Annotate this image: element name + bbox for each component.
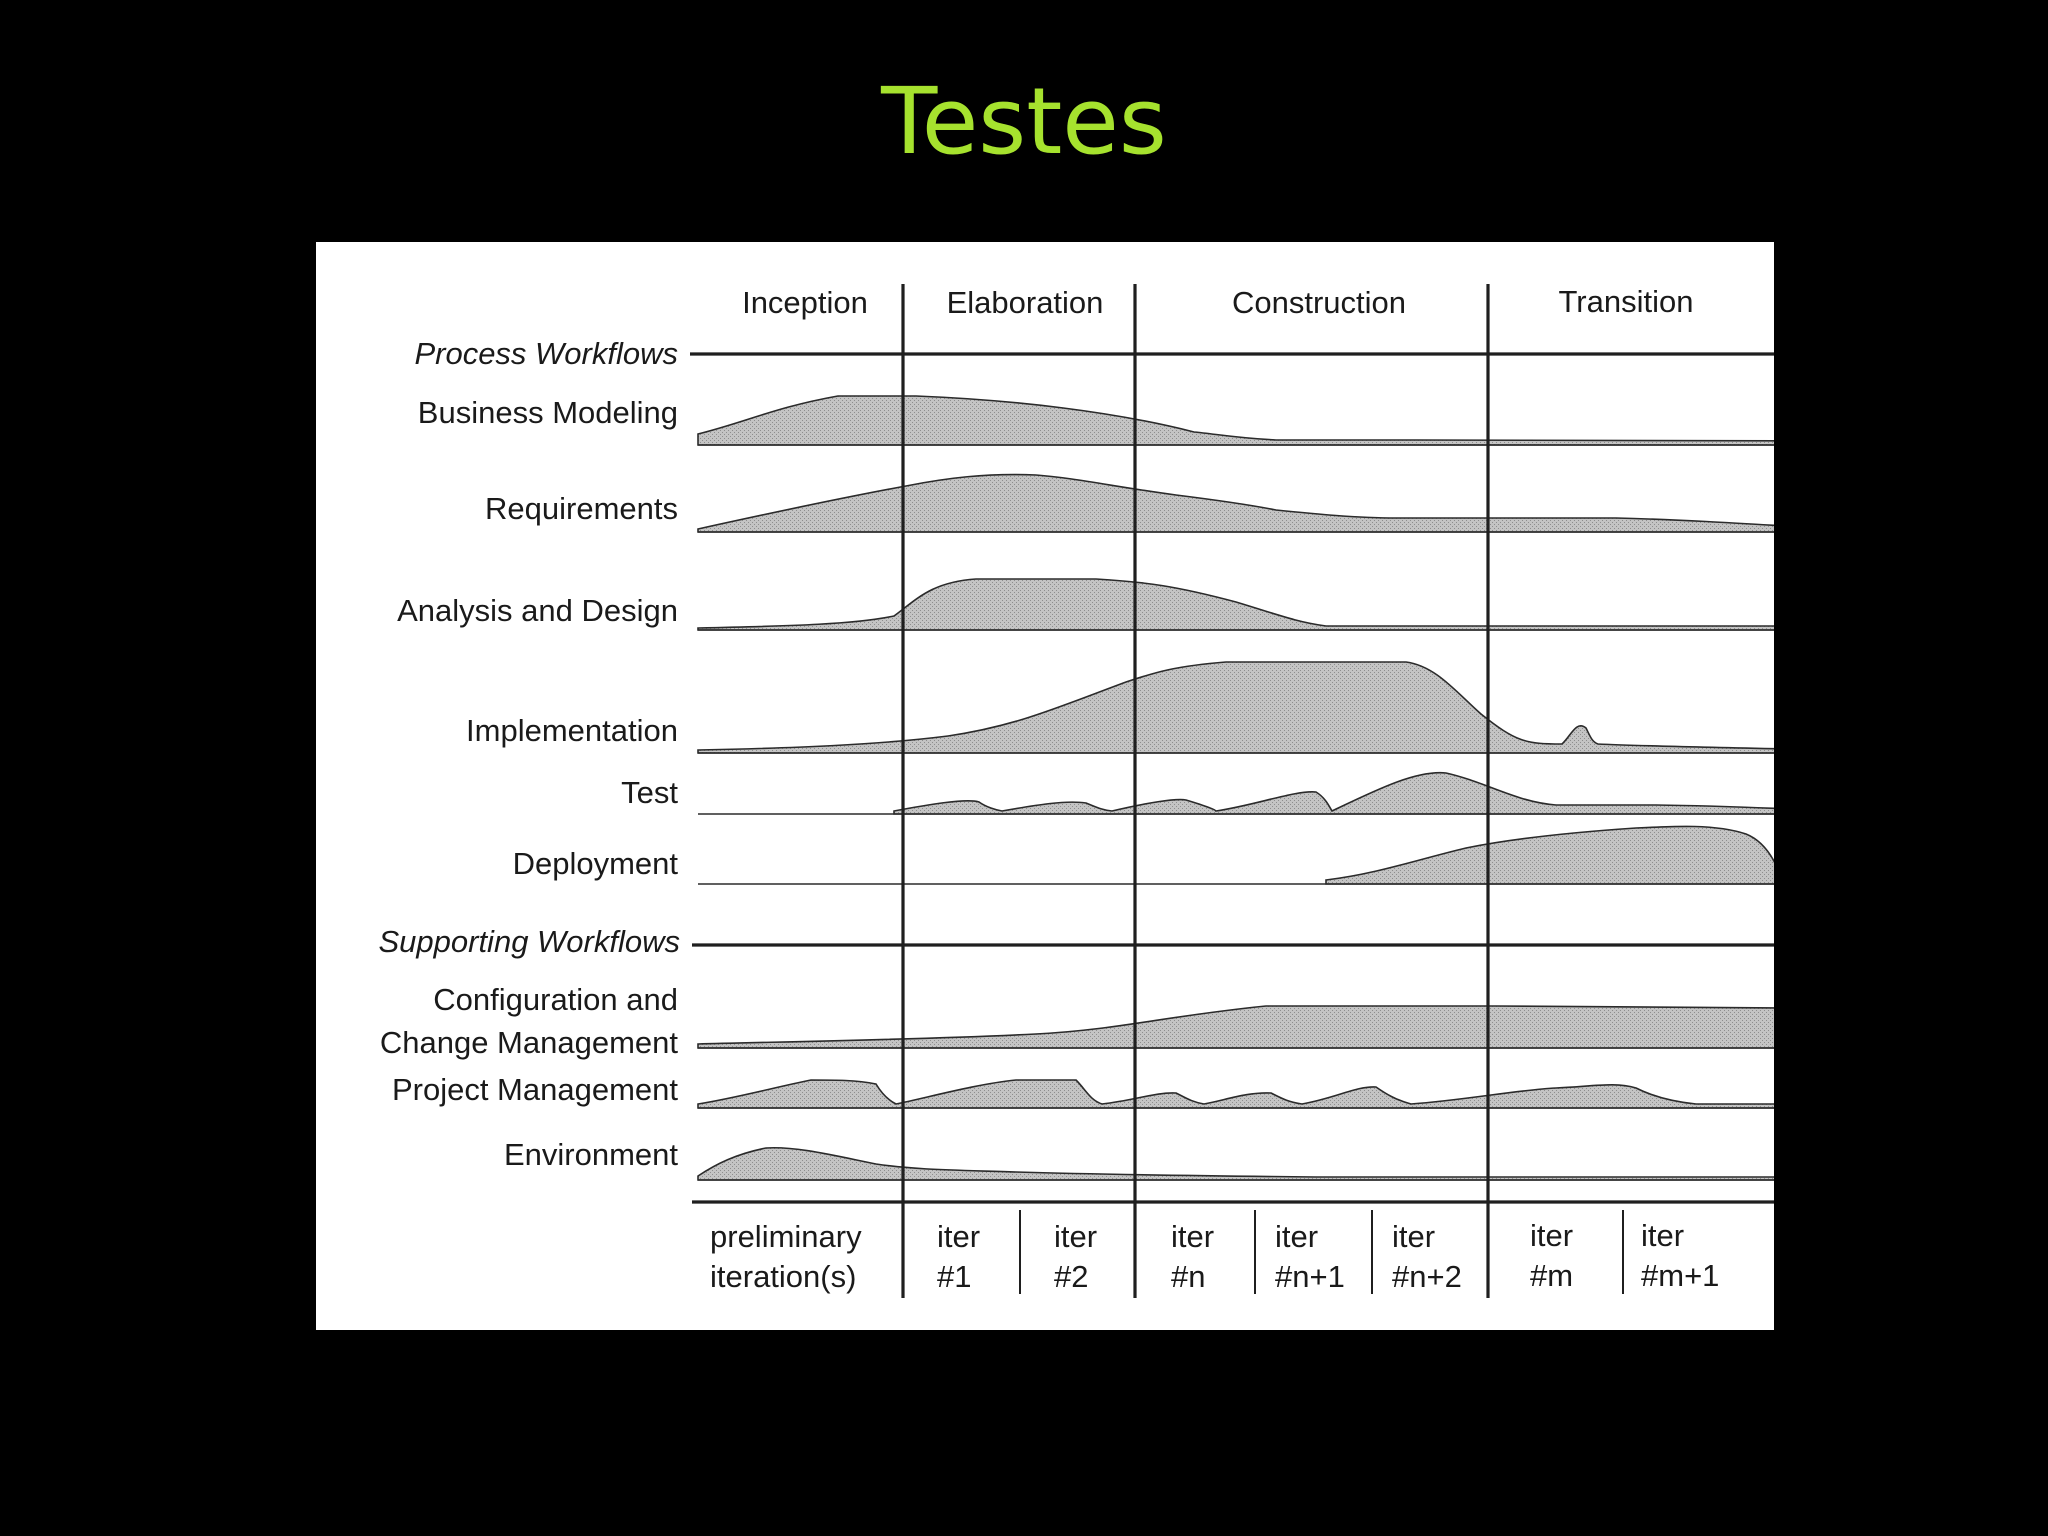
iteration-label-n-line2: #n [1171,1259,1205,1294]
iteration-label-n2-line1: iter [1392,1219,1435,1254]
diagram-canvas: Inception Elaboration Construction Trans… [378,284,1774,1298]
workflow-label-project-management: Project Management [392,1072,678,1107]
workflow-label-business-modeling: Business Modeling [418,395,678,430]
phase-label-elaboration: Elaboration [947,285,1104,320]
hump-test [893,771,1774,815]
workflow-label-requirements: Requirements [485,491,678,526]
workflow-label-test: Test [621,775,678,810]
iteration-label-n1-line2: #n+1 [1275,1259,1345,1294]
iteration-label-m-line2: #m [1530,1258,1573,1293]
workflow-label-configuration-line1: Configuration and [433,982,678,1017]
workflow-label-analysis-and-design: Analysis and Design [397,593,678,628]
iteration-label-preliminary-line2: iteration(s) [710,1259,856,1294]
iteration-label-1-line2: #1 [937,1259,971,1294]
hump-business-modeling [697,395,1774,446]
process-workflows-header: Process Workflows [414,336,678,371]
hump-project-management [697,1079,1774,1109]
slide-title: Testes [881,68,1167,175]
iteration-label-m1-line2: #m+1 [1641,1258,1719,1293]
rup-hump-diagram: Inception Elaboration Construction Trans… [316,242,1774,1330]
phase-label-inception: Inception [742,285,868,320]
hump-environment [697,1146,1774,1181]
phase-label-transition: Transition [1559,284,1694,319]
iteration-label-n2-line2: #n+2 [1392,1259,1462,1294]
hump-requirements [697,473,1774,533]
workflow-label-environment: Environment [504,1137,678,1172]
hump-implementation [697,661,1774,754]
iteration-label-preliminary-line1: preliminary [710,1219,862,1254]
iteration-label-1-line1: iter [937,1219,980,1254]
iteration-label-2-line1: iter [1054,1219,1097,1254]
iteration-label-m1-line1: iter [1641,1218,1684,1253]
supporting-workflows-header: Supporting Workflows [378,924,680,959]
iteration-label-2-line2: #2 [1054,1259,1088,1294]
workflow-label-deployment: Deployment [513,846,679,881]
hump-configuration-and-change-management [697,1005,1774,1049]
iteration-label-n1-line1: iter [1275,1219,1318,1254]
phase-label-construction: Construction [1232,285,1406,320]
workflow-label-configuration-line2: Change Management [380,1025,679,1060]
iteration-label-m-line1: iter [1530,1218,1573,1253]
hump-analysis-and-design [697,578,1774,631]
workflow-label-implementation: Implementation [466,713,678,748]
iteration-label-n-line1: iter [1171,1219,1214,1254]
hump-deployment [1325,825,1774,885]
